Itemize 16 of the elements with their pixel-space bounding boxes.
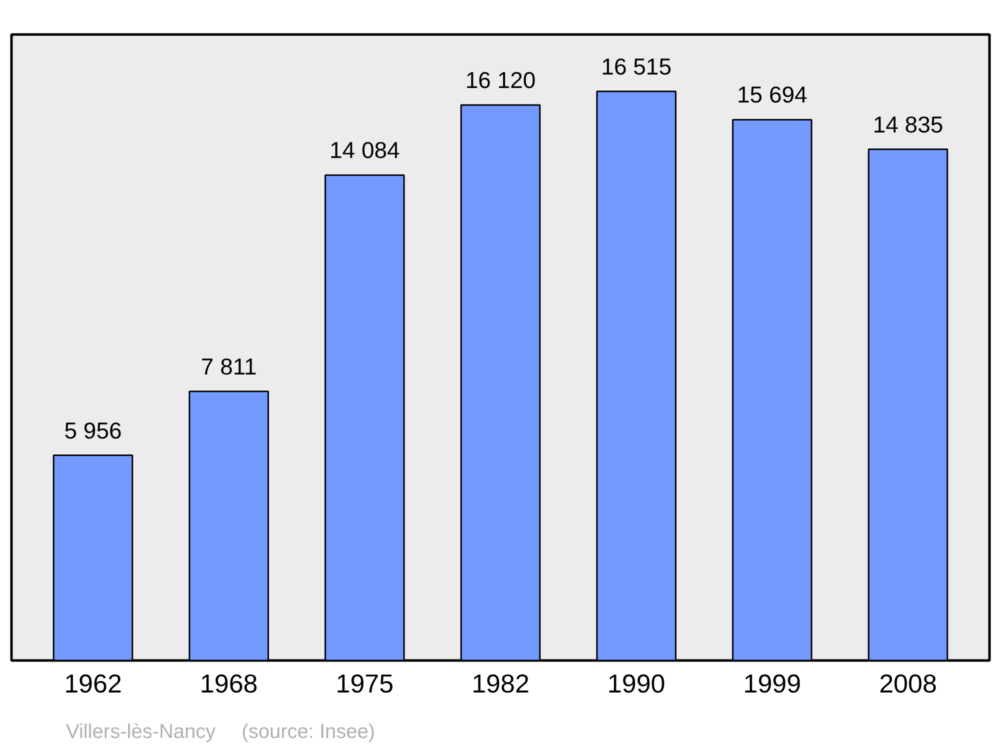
data-label: 14 835 <box>872 111 944 138</box>
data-label: 7 811 <box>200 353 257 380</box>
data-label: 16 515 <box>601 53 672 80</box>
x-tick-label: 1968 <box>200 668 258 698</box>
x-tick-label: 2008 <box>879 668 937 698</box>
data-label: 5 956 <box>64 417 122 444</box>
x-tick-label: 1982 <box>472 668 530 698</box>
x-tick-label: 1990 <box>607 668 666 698</box>
text: Villers-lès-Nancy <box>66 721 216 743</box>
data-label: 15 694 <box>736 82 808 108</box>
x-tick-label: 1962 <box>64 668 122 698</box>
text: (source: Insee) <box>242 721 376 743</box>
data-label: 14 084 <box>329 137 400 164</box>
x-tick-label: 1975 <box>336 668 394 698</box>
data-label: 16 120 <box>465 67 536 94</box>
x-tick-label: 1999 <box>743 668 802 698</box>
